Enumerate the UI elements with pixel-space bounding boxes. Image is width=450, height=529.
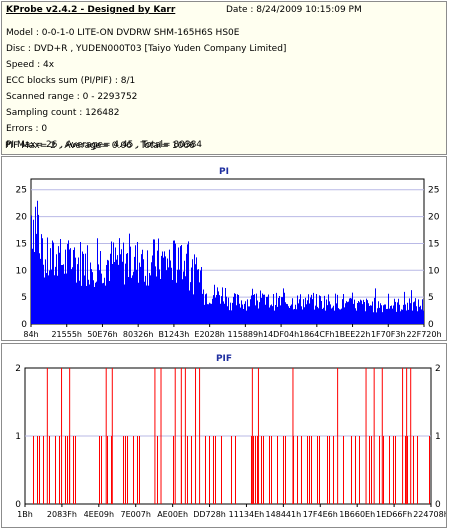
model-line: Model : 0-0-1-0 LITE-ON DVDRW SHM-165H6S…: [6, 28, 240, 38]
pif-x-tick-label: 1ED66Fh: [376, 510, 412, 519]
sampling-line: Sampling count : 126482: [6, 108, 120, 118]
pif-x-tick-label: 4EE09h: [84, 510, 114, 519]
pi-x-tick-label: 50E76h: [87, 330, 117, 339]
pi-y-tick-left: 20: [16, 213, 28, 223]
pif-y-tick-left: 1: [15, 432, 21, 442]
pi-y-tick-right: 15: [428, 239, 439, 249]
disc-line: Disc : DVD+R , YUDEN000T03 [Taiyo Yuden …: [6, 44, 287, 54]
pif-stats-line: PIF Max= 2 , Average= 0.06 , Total= 1066: [5, 141, 195, 151]
pi-y-tick-left: 15: [16, 239, 27, 249]
pi-x-tick-label: 14DF04h: [263, 330, 299, 339]
scan-range-line: Scanned range : 0 - 2293752: [6, 92, 138, 102]
pif-chart: PIF 0 0 1 1 2 2 1Bh 2083Fh 4EE09h 7E007h AE00Eh DD7…: [15, 354, 446, 519]
pi-x-tick-label: E2028h: [194, 330, 224, 339]
ecc-line: ECC blocks sum (PI/PIF) : 8/1: [6, 76, 136, 86]
pif-chart-panel: PIF 0 0 1 1 2 2 1Bh 2083Fh 4EE09h 7E007h AE00Eh DD7…: [1, 343, 447, 528]
pif-x-tick-label: 11134Eh: [229, 510, 265, 519]
pif-x-tick-label: 1Bh: [17, 510, 33, 519]
pi-chart-panel: PI 0 0 5 5 10 10 15 15 20 20 25 25 84h 21555h 50E76h 80…: [1, 156, 447, 341]
pif-y-tick-left: 0: [15, 500, 21, 510]
pi-y-tick-left: 0: [21, 320, 27, 330]
pi-x-tick-label: 1BEE22h: [335, 330, 371, 339]
pi-x-tick-label: 22F720h: [406, 330, 441, 339]
pi-x-tick-label: 80326h: [123, 330, 154, 339]
pi-y-tick-right: 5: [428, 293, 434, 303]
pif-x-tick-label: DD728h: [193, 510, 226, 519]
pi-x-tick-label: 84h: [23, 330, 38, 339]
pi-y-tick-right: 25: [428, 186, 439, 196]
errors-line: Errors : 0: [6, 124, 48, 134]
speed-line: Speed : 4x: [6, 60, 55, 70]
pi-x-tick-label: 1864CFh: [299, 330, 335, 339]
pi-chart: PI 0 0 5 5 10 10 15 15 20 20 25 25 84h 21555h 50E76h 80…: [16, 167, 442, 339]
pi-y-tick-left: 5: [21, 293, 27, 303]
pif-x-tick-label: 224708h: [413, 510, 446, 519]
pi-stats-line: PI Max= 26 , Average= 4.45 , Total= 8038…: [6, 140, 203, 150]
pi-y-tick-right: 0: [428, 320, 434, 330]
pif-x-tick-label: 17F4E6h: [303, 510, 338, 519]
pi-x-tick-label: B1243h: [158, 330, 189, 339]
pif-x-tick-label: 148441h: [266, 510, 302, 519]
pi-chart-title: PI: [219, 167, 229, 177]
scan-date: Date : 8/24/2009 10:15:09 PM: [226, 5, 362, 15]
pif-x-tick-label: 7E007h: [120, 510, 150, 519]
pif-y-tick-left: 2: [15, 364, 21, 374]
pif-y-tick-right: 1: [435, 432, 441, 442]
pif-chart-title: PIF: [216, 354, 232, 364]
pif-y-tick-right: 0: [435, 500, 441, 510]
pi-y-tick-right: 10: [428, 266, 440, 276]
pi-y-tick-right: 20: [428, 213, 440, 223]
pif-y-tick-right: 2: [435, 364, 441, 374]
pi-x-tick-label: 21555h: [51, 330, 82, 339]
pif-x-tick-label: 1B660Eh: [339, 510, 375, 519]
pi-y-tick-left: 25: [16, 186, 27, 196]
pi-x-tick-label: 115889h: [228, 330, 264, 339]
pif-x-tick-label: 2083Fh: [47, 510, 77, 519]
pi-y-tick-left: 10: [16, 266, 28, 276]
app-title: KProbe v2.4.2 - Designed by Karr: [6, 5, 176, 15]
pi-x-tick-label: 1F70F3h: [371, 330, 406, 339]
info-panel: KProbe v2.4.2 - Designed by Karr Date : …: [1, 1, 447, 155]
pif-x-tick-label: AE00Eh: [157, 510, 188, 519]
